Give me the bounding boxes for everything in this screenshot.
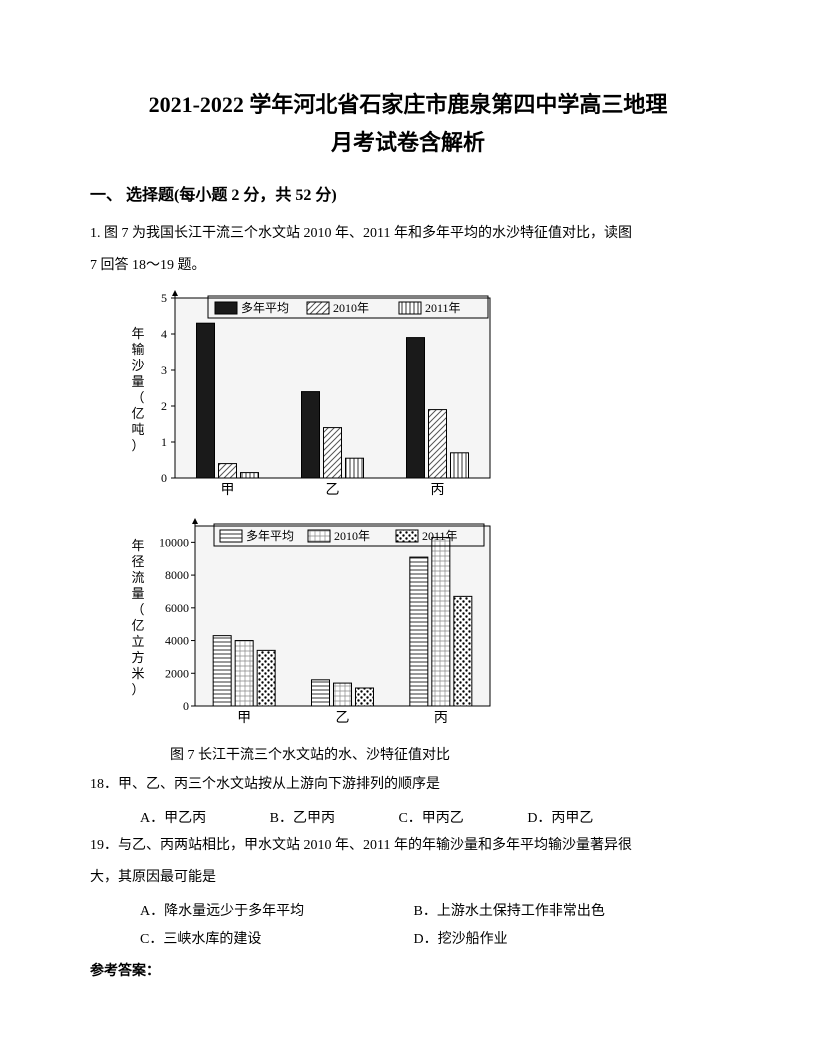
figure-caption: 图 7 长江干流三个水文站的水、沙特征值对比 — [170, 744, 726, 764]
svg-text:多年平均: 多年平均 — [241, 301, 289, 315]
svg-text:丙: 丙 — [434, 711, 448, 726]
title-line-1: 2021-2022 学年河北省石家庄市鹿泉第四中学高三地理 — [90, 90, 726, 121]
svg-text:0: 0 — [183, 699, 189, 713]
svg-text:2011年: 2011年 — [422, 529, 458, 543]
svg-text:亿: 亿 — [131, 406, 144, 421]
q18-options: A．甲乙丙 B．乙甲丙 C．甲丙乙 D．丙甲乙 — [140, 805, 726, 833]
section-header: 一、 选择题(每小题 2 分，共 52 分) — [90, 181, 726, 205]
svg-text:量: 量 — [131, 374, 144, 389]
svg-text:（: （ — [131, 390, 144, 405]
q19b: 大，其原因最可能是 — [90, 865, 726, 892]
svg-text:甲: 甲 — [237, 711, 251, 726]
q18-opt-d: D．丙甲乙 — [527, 805, 593, 833]
svg-text:8000: 8000 — [165, 568, 189, 582]
svg-text:2011年: 2011年 — [425, 301, 461, 315]
svg-text:沙: 沙 — [131, 358, 144, 373]
svg-text:0: 0 — [161, 471, 167, 485]
q19-opt-a: A．降水量远少于多年平均 — [140, 898, 360, 926]
svg-text:2010年: 2010年 — [334, 529, 370, 543]
q1-intro-a: 1. 图 7 为我国长江干流三个水文站 2010 年、2011 年和多年平均的水… — [90, 221, 726, 248]
svg-text:甲: 甲 — [221, 483, 235, 498]
svg-text:年: 年 — [131, 538, 144, 553]
svg-text:流: 流 — [131, 570, 144, 585]
svg-text:5: 5 — [161, 291, 167, 305]
svg-text:）: ） — [131, 682, 144, 697]
q18-opt-a: A．甲乙丙 — [140, 805, 206, 833]
q18-opt-b: B．乙甲丙 — [270, 805, 335, 833]
answer-label: 参考答案： — [90, 960, 726, 980]
svg-text:）: ） — [131, 438, 144, 453]
svg-text:立: 立 — [131, 634, 144, 649]
svg-text:6000: 6000 — [165, 601, 189, 615]
svg-text:量: 量 — [131, 586, 144, 601]
svg-text:3: 3 — [161, 363, 167, 377]
svg-text:方: 方 — [131, 650, 144, 665]
svg-text:1: 1 — [161, 435, 167, 449]
title-line-2: 月考试卷含解析 — [90, 125, 726, 157]
q18: 18．甲、乙、丙三个水文站按从上游向下游排列的顺序是 — [90, 772, 726, 799]
q18-opt-c: C．甲丙乙 — [398, 805, 463, 833]
svg-text:丙: 丙 — [431, 483, 445, 498]
q19-options: A．降水量远少于多年平均 B．上游水土保持工作非常出色 C．三峡水库的建设 D．… — [140, 898, 726, 954]
svg-text:输: 输 — [131, 342, 144, 357]
q1-intro-b: 7 回答 18～19 题。 — [90, 253, 726, 280]
chart1: 0 1 2 3 4 5 年输沙量（亿吨） 甲 乙 丙 多年平均 2010年 2011年 — [120, 288, 726, 508]
svg-text:（: （ — [131, 602, 144, 617]
svg-text:2: 2 — [161, 399, 167, 413]
svg-text:乙: 乙 — [326, 482, 340, 498]
svg-text:亿: 亿 — [131, 618, 144, 633]
svg-text:2010年: 2010年 — [333, 301, 369, 315]
svg-text:径: 径 — [131, 554, 144, 569]
svg-text:吨: 吨 — [131, 422, 144, 437]
chart2: 0 2000 4000 6000 8000 10000 年径流量（亿立方米） 甲 乙 丙 多年平均 2… — [120, 516, 726, 736]
q19-opt-c: C．三峡水库的建设 — [140, 926, 360, 954]
svg-text:多年平均: 多年平均 — [246, 529, 294, 543]
svg-text:10000: 10000 — [159, 535, 189, 549]
svg-text:4000: 4000 — [165, 634, 189, 648]
svg-text:年: 年 — [131, 326, 144, 341]
svg-text:乙: 乙 — [336, 710, 350, 726]
svg-text:4: 4 — [161, 327, 167, 341]
svg-text:米: 米 — [131, 666, 144, 681]
q19-opt-d: D．挖沙船作业 — [414, 926, 508, 954]
q19a: 19．与乙、丙两站相比，甲水文站 2010 年、2011 年的年输沙量和多年平均… — [90, 833, 726, 860]
q19-opt-b: B．上游水土保持工作非常出色 — [414, 898, 605, 926]
svg-text:2000: 2000 — [165, 666, 189, 680]
